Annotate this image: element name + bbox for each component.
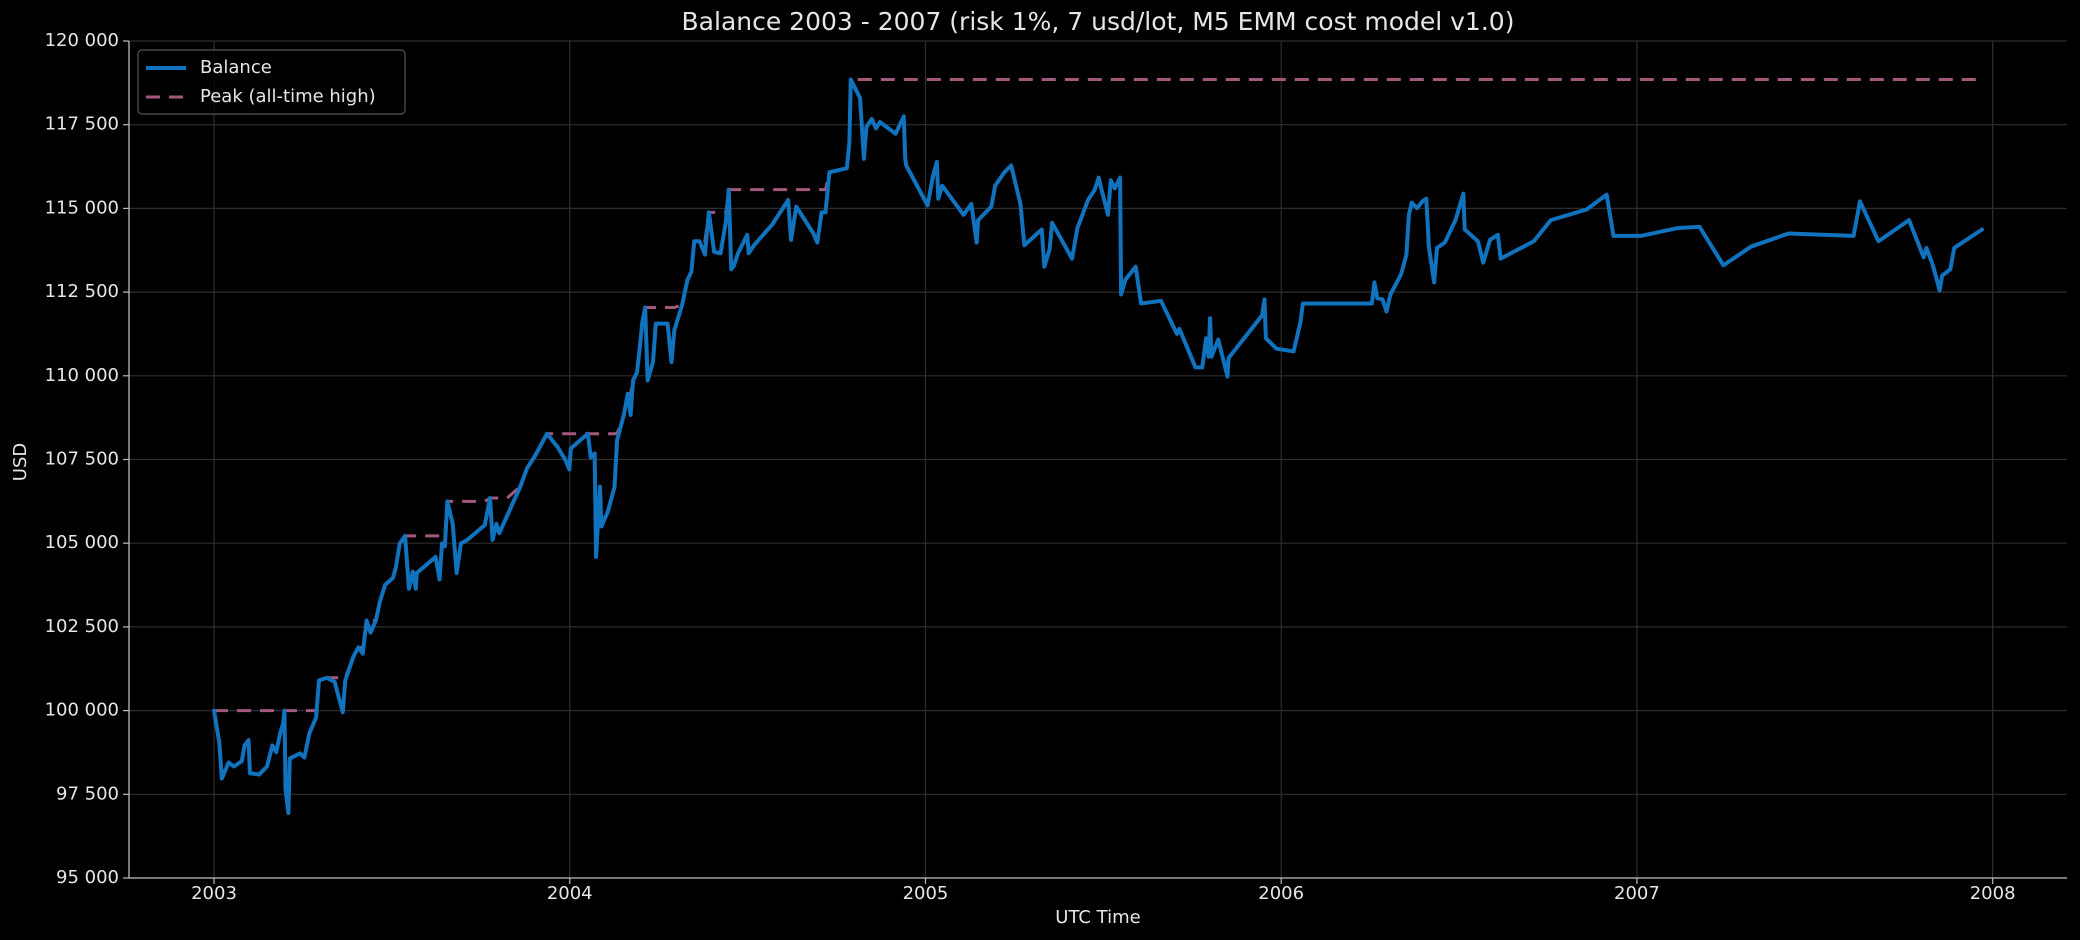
chart-title: Balance 2003 - 2007 (risk 1%, 7 usd/lot,… (682, 7, 1515, 36)
y-tick-label: 97 500 (56, 783, 119, 804)
y-tick-label: 117 500 (45, 114, 119, 135)
plot-area (212, 77, 1984, 816)
y-tick-label: 112 500 (45, 281, 119, 302)
x-tick-label: 2007 (1614, 883, 1660, 904)
x-tick-label: 2005 (903, 883, 949, 904)
balance-line (212, 77, 1984, 816)
y-axis-label: USD (10, 443, 31, 481)
x-axis-label: UTC Time (1055, 907, 1140, 928)
y-tick-label: 107 500 (45, 449, 119, 470)
y-tick-label: 105 000 (45, 532, 119, 553)
legend-label: Balance (200, 57, 272, 78)
y-tick-label: 110 000 (45, 365, 119, 386)
x-tick-label: 2008 (1970, 883, 2016, 904)
x-tick-label: 2003 (191, 883, 237, 904)
y-tick-label: 102 500 (45, 616, 119, 637)
legend-label: Peak (all-time high) (200, 86, 376, 107)
y-tick-label: 100 000 (45, 700, 119, 721)
x-tick-label: 2004 (547, 883, 593, 904)
legend-box (137, 49, 406, 115)
y-tick-label: 120 000 (45, 30, 119, 51)
y-tick-label: 115 000 (45, 197, 119, 218)
legend: Balance Peak (all-time high) (137, 49, 406, 115)
y-tick-label: 95 000 (56, 867, 119, 888)
x-tick-label: 2006 (1258, 883, 1304, 904)
